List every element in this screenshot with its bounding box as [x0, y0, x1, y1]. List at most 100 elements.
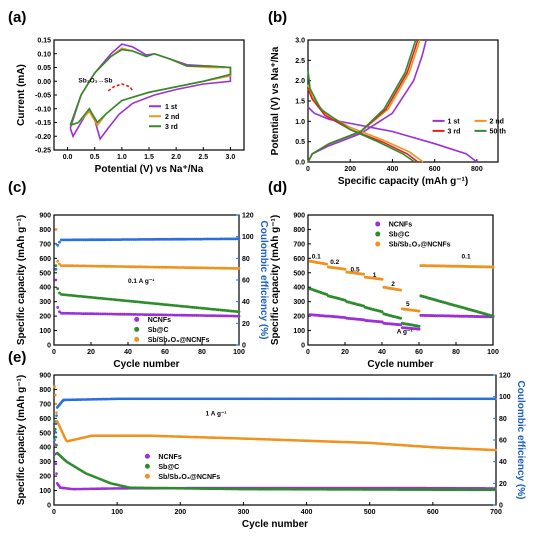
x-tick-label: 60 — [415, 349, 423, 356]
x-tick-label: 500 — [364, 509, 376, 516]
panel-label: (b) — [268, 9, 287, 26]
y2-tick-label: 80 — [242, 256, 250, 263]
x-tick-label: 20 — [87, 349, 95, 356]
x-tick-label: 0.0 — [63, 154, 73, 161]
y-axis-label: Specific capacity (mAh g⁻¹) — [270, 215, 281, 345]
panel-a: (a) 0.0 0.5 1.0 1.5 2.0 2.5 3.0 -0.25 -0.20 -0.15 -… — [8, 9, 245, 175]
y-tick-label: 400 — [39, 285, 51, 292]
data-point — [362, 272, 365, 276]
data-point — [54, 393, 57, 397]
x-tick-label: 80 — [198, 349, 206, 356]
data-point — [54, 402, 58, 406]
legend-swatch — [375, 241, 381, 247]
x-tick-label: 1.5 — [144, 154, 154, 161]
legend-entry-2-nd: 2 nd — [490, 118, 504, 125]
data-point — [55, 472, 58, 475]
y2-tick-label: 100 — [242, 234, 254, 241]
data-point — [54, 264, 58, 267]
y-tick-label: 200 — [293, 314, 305, 321]
y-tick-label: 600 — [293, 256, 305, 263]
x-tick-label: 100 — [487, 349, 499, 356]
legend-swatch — [144, 453, 150, 459]
y-tick-label: 0 — [47, 343, 51, 350]
rate-label: 0.5 — [351, 266, 360, 273]
x-tick-label: 0 — [306, 166, 310, 173]
x-axis-label: Specific capacity (mAh g⁻¹) — [338, 176, 468, 187]
data-point — [491, 314, 495, 318]
x-tick-label: 40 — [378, 349, 386, 356]
legend-swatch — [375, 221, 381, 227]
legend-swatch — [134, 316, 140, 322]
y-tick-label: 500 — [39, 430, 51, 437]
y-tick-label: 3.0 — [295, 38, 305, 45]
panel-e: (e)0 100 200 300 400 500 600 700010020030040050… — [8, 349, 526, 530]
panel-label: (e) — [8, 349, 26, 366]
x-tick-label: 400 — [301, 509, 313, 516]
data-point — [343, 267, 347, 271]
annotation-label: 0.1 A g⁻¹ — [128, 278, 154, 285]
rate-label: 5 — [406, 301, 410, 308]
data-point — [237, 237, 241, 241]
data-point — [56, 306, 60, 309]
data-point — [54, 430, 57, 434]
y-tick-label: 500 — [293, 270, 305, 277]
x-tick-label: 100 — [233, 349, 245, 356]
x-tick-label: 0.5 — [90, 154, 100, 161]
data-point — [54, 462, 58, 466]
data-point — [55, 414, 58, 417]
x-tick-label: 20 — [341, 349, 349, 356]
x-tick-label: 200 — [174, 509, 186, 516]
y-tick-label: 400 — [293, 285, 305, 292]
y-tick-label: 700 — [39, 401, 51, 408]
x-tick-label: 2.5 — [198, 154, 208, 161]
y-tick-label: 900 — [39, 373, 51, 380]
y-tick-label: 2.5 — [295, 58, 305, 65]
rate-label: 0.1 — [462, 253, 471, 260]
y-tick-label: 600 — [39, 416, 51, 423]
rate-label: 0.1 — [312, 253, 321, 260]
legend-entry-sb-c: Sb@C — [158, 464, 179, 471]
y-tick-label: 200 — [39, 314, 51, 321]
panel-d: (d) 0 20 40 60 80 100 0 100 200 300 400 500 600 700 800… — [268, 179, 499, 370]
legend-entry-sb-sb-o-ncnfs: Sb/Sb₂O₃@NCNFs — [389, 242, 451, 249]
y-tick-label: 700 — [39, 241, 51, 248]
x-tick-label: 100 — [111, 509, 123, 516]
legend-entry-3-rd: 3 rd — [448, 128, 461, 135]
panel-label: (d) — [268, 179, 287, 196]
y2-tick-label: 100 — [499, 394, 511, 401]
y2-axis-label: Coulombic efficiency (%) — [515, 381, 526, 500]
y-tick-label: 0.5 — [295, 139, 305, 146]
y-tick-label: 1.5 — [295, 99, 305, 106]
legend-swatch — [375, 231, 381, 237]
y-tick-label: -0.15 — [35, 120, 51, 127]
y-tick-label: 0.0 — [295, 160, 305, 167]
y-axis-label: Specific capacity (mAh g⁻¹) — [16, 215, 27, 345]
y-tick-label: 800 — [293, 227, 305, 234]
x-axis-label: Cycle number — [113, 359, 179, 370]
y-tick-label: 1.0 — [295, 119, 305, 126]
charge-curve-2-nd — [307, 39, 421, 163]
y-tick-label: 400 — [39, 445, 51, 452]
data-point — [55, 411, 58, 414]
y-axis-label: Potential (V) vs Na⁺/Na — [270, 46, 281, 155]
annotation-label: Sb₂O₃→Sb — [78, 78, 112, 85]
data-point — [58, 262, 61, 266]
cv-curve-reduction-marker — [107, 83, 134, 92]
data-point — [399, 316, 402, 320]
data-point — [58, 240, 61, 244]
panel-label: (c) — [8, 179, 26, 196]
y2-tick-label: 0 — [499, 503, 503, 510]
discharge-curve-2-nd — [307, 84, 424, 163]
y-tick-label: 0 — [301, 343, 305, 350]
cv-curve-2-nd — [69, 47, 232, 127]
data-point — [380, 310, 384, 314]
y-tick-label: -0.25 — [35, 148, 51, 155]
x-tick-label: 0 — [306, 349, 310, 356]
y-tick-label: 0 — [47, 503, 51, 510]
y2-tick-label: 80 — [499, 416, 507, 423]
data-point — [53, 438, 56, 442]
data-point — [491, 265, 495, 269]
y-tick-label: 900 — [293, 213, 305, 220]
data-point — [417, 324, 421, 328]
data-point — [54, 228, 58, 231]
